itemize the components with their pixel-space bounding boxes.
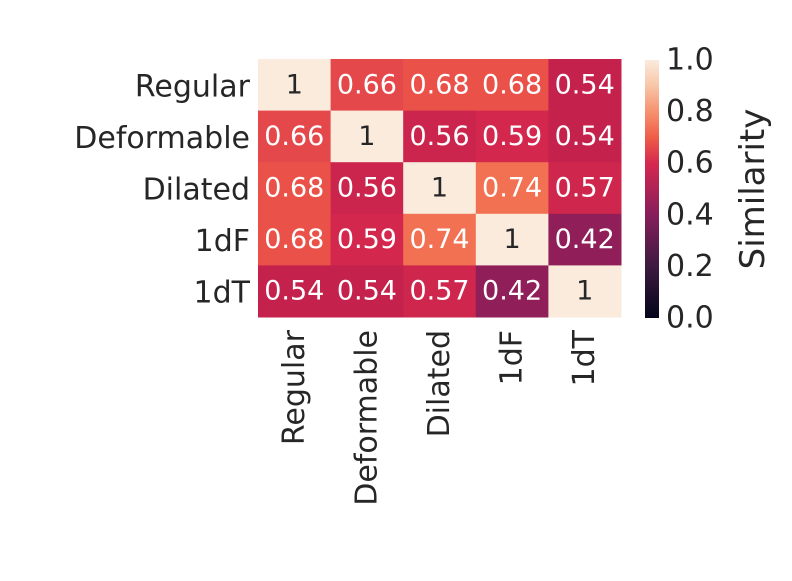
cell-annotation: 0.57 bbox=[409, 276, 469, 307]
cell-annotation: 0.74 bbox=[482, 173, 542, 204]
cell-annotation: 0.54 bbox=[555, 69, 615, 100]
cell-annotation: 1 bbox=[431, 173, 448, 204]
cell-annotation: 0.57 bbox=[555, 173, 615, 204]
colorbar-tick-label: 0.2 bbox=[666, 249, 714, 284]
cell-annotation: 0.56 bbox=[337, 173, 397, 204]
heatmap-cell bbox=[475, 110, 549, 163]
heatmap-cell bbox=[330, 162, 404, 215]
cell-annotation: 0.74 bbox=[409, 224, 469, 255]
colorbar: 0.0 0.2 0.4 0.6 0.8 1.0 Similarity bbox=[645, 43, 773, 336]
colorbar-ticks: 0.0 0.2 0.4 0.6 0.8 1.0 bbox=[666, 43, 714, 336]
colorbar-tick-label: 0.8 bbox=[666, 94, 714, 129]
heatmap-cell bbox=[548, 59, 622, 112]
column-labels: Regular Deformable Dilated 1dF 1dT bbox=[277, 329, 602, 505]
heatmap-cell bbox=[258, 213, 332, 266]
heatmap-cell bbox=[330, 213, 404, 266]
column-label: 1dT bbox=[567, 329, 602, 386]
cell-annotation: 0.66 bbox=[337, 69, 397, 100]
column-label: Deformable bbox=[349, 330, 384, 506]
row-labels: Regular Deformable Dilated 1dF 1dT bbox=[74, 69, 250, 310]
heatmap-cells bbox=[258, 59, 622, 318]
colorbar-tick-label: 1.0 bbox=[666, 43, 714, 78]
cell-annotation: 0.54 bbox=[264, 276, 324, 307]
cell-annotation: 0.68 bbox=[409, 69, 469, 100]
cell-annotation: 0.59 bbox=[337, 224, 397, 255]
heatmap-cell bbox=[258, 59, 332, 112]
heatmap-cell bbox=[403, 265, 477, 318]
heatmap-cell bbox=[330, 265, 404, 318]
heatmap-cell bbox=[548, 213, 622, 266]
cell-annotation: 0.68 bbox=[264, 224, 324, 255]
heatmap-cell bbox=[330, 110, 404, 163]
row-label: 1dT bbox=[194, 276, 251, 311]
heatmap-cell bbox=[403, 213, 477, 266]
heatmap-cell bbox=[475, 265, 549, 318]
heatmap-cell bbox=[403, 110, 477, 163]
cell-annotation: 0.66 bbox=[264, 121, 324, 152]
cell-annotation: 1 bbox=[286, 69, 303, 100]
row-label: 1dF bbox=[195, 224, 250, 259]
heatmap-cell bbox=[548, 162, 622, 215]
colorbar-tick-label: 0.0 bbox=[666, 301, 714, 336]
heatmap-cell bbox=[548, 265, 622, 318]
column-label: Dilated bbox=[422, 330, 457, 437]
heatmap-cell bbox=[258, 162, 332, 215]
cell-annotation: 1 bbox=[576, 276, 593, 307]
heatmap-cell bbox=[403, 59, 477, 112]
heatmap-cell bbox=[475, 162, 549, 215]
row-label: Dilated bbox=[143, 173, 250, 208]
heatmap-cell bbox=[258, 265, 332, 318]
heatmap-cell bbox=[330, 59, 404, 112]
heatmap-annotations: 1 0.66 0.68 0.68 0.54 0.66 1 0.56 0.59 0.54 0.68 0.… bbox=[264, 69, 615, 306]
colorbar-gradient bbox=[645, 60, 659, 318]
row-label: Deformable bbox=[74, 121, 250, 156]
heatmap-cell bbox=[475, 213, 549, 266]
column-label: 1dF bbox=[495, 330, 530, 385]
cell-annotation: 1 bbox=[504, 224, 521, 255]
heatmap-cell bbox=[548, 110, 622, 163]
cell-annotation: 0.56 bbox=[409, 121, 469, 152]
cell-annotation: 0.54 bbox=[555, 121, 615, 152]
cell-annotation: 0.68 bbox=[264, 173, 324, 204]
heatmap-cell bbox=[403, 162, 477, 215]
cell-annotation: 0.59 bbox=[482, 121, 542, 152]
cell-annotation: 0.42 bbox=[482, 276, 542, 307]
cell-annotation: 0.68 bbox=[482, 69, 542, 100]
cell-annotation: 0.42 bbox=[555, 224, 615, 255]
heatmap-cell bbox=[258, 110, 332, 163]
colorbar-tick-label: 0.4 bbox=[666, 197, 714, 232]
row-label: Regular bbox=[135, 69, 251, 104]
colorbar-tick-label: 0.6 bbox=[666, 146, 714, 181]
colorbar-label: Similarity bbox=[733, 109, 773, 270]
cell-annotation: 1 bbox=[358, 121, 375, 152]
heatmap-cell bbox=[475, 59, 549, 112]
column-label: Regular bbox=[277, 329, 312, 445]
cell-annotation: 0.54 bbox=[337, 276, 397, 307]
